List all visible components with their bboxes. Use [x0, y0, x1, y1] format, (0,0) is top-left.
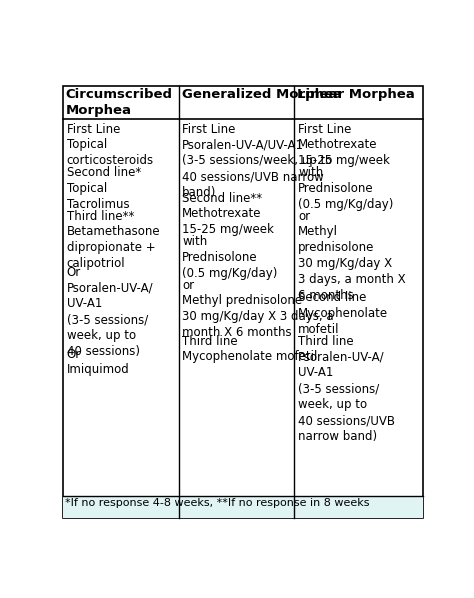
- Text: Second line: Second line: [298, 291, 366, 304]
- Text: *If no response 4-8 weeks, **If no response in 8 weeks: *If no response 4-8 weeks, **If no respo…: [65, 498, 369, 508]
- Text: Imiquimod: Imiquimod: [66, 363, 129, 376]
- Text: Psoralen-UV-A/
UV-A1
(3-5 sessions/
week, up to
40 sessions): Psoralen-UV-A/ UV-A1 (3-5 sessions/ week…: [66, 282, 153, 358]
- Text: Second line*: Second line*: [66, 166, 141, 179]
- Text: Or: Or: [66, 347, 81, 361]
- Text: Linear Morphea: Linear Morphea: [297, 89, 415, 101]
- Text: First Line: First Line: [182, 123, 236, 136]
- Text: Circumscribed
Morphea: Circumscribed Morphea: [66, 89, 173, 117]
- Text: Psoralen-UV-A/
UV-A1
(3-5 sessions/
week, up to
40 sessions/UVB
narrow band): Psoralen-UV-A/ UV-A1 (3-5 sessions/ week…: [298, 350, 395, 443]
- Text: First Line: First Line: [66, 123, 120, 136]
- Text: Mycophenolate mofetil: Mycophenolate mofetil: [182, 350, 318, 364]
- Bar: [63, 496, 423, 518]
- Text: Second line**: Second line**: [182, 192, 263, 205]
- Text: Third line**: Third line**: [66, 210, 134, 223]
- Text: Methotrexate
15-25 mg/week: Methotrexate 15-25 mg/week: [182, 207, 274, 236]
- Text: Third line: Third line: [182, 335, 238, 348]
- Text: Methyl
prednisolone
30 mg/Kg/day X
3 days, a month X
6 months: Methyl prednisolone 30 mg/Kg/day X 3 day…: [298, 225, 406, 303]
- Text: Third line: Third line: [298, 335, 354, 348]
- Text: Psoralen-UV-A/UV-A1
(3-5 sessions/week, up to
40 sessions/UVB narrow
band): Psoralen-UV-A/UV-A1 (3-5 sessions/week, …: [182, 138, 333, 199]
- Text: with: with: [182, 235, 208, 248]
- Text: Betamethasone
dipropionate +
calipotriol: Betamethasone dipropionate + calipotriol: [66, 225, 160, 270]
- Text: with: with: [298, 166, 323, 179]
- Text: Methyl prednisolone
30 mg/Kg/day X 3 days, a
month X 6 months: Methyl prednisolone 30 mg/Kg/day X 3 day…: [182, 294, 334, 339]
- Text: First Line: First Line: [298, 123, 351, 136]
- Text: Prednisolone
(0.5 mg/Kg/day): Prednisolone (0.5 mg/Kg/day): [298, 182, 393, 211]
- Text: Generalized Morphea: Generalized Morphea: [182, 89, 342, 101]
- Text: Prednisolone
(0.5 mg/Kg/day): Prednisolone (0.5 mg/Kg/day): [182, 251, 278, 280]
- Text: Mycophenolate
mofetil: Mycophenolate mofetil: [298, 307, 388, 336]
- Text: Methotrexate
15-25 mg/week: Methotrexate 15-25 mg/week: [298, 138, 390, 167]
- Text: or: or: [298, 210, 310, 223]
- Text: Topical
corticosteroids: Topical corticosteroids: [66, 138, 154, 167]
- Text: or: or: [182, 279, 194, 292]
- Text: Or: Or: [66, 266, 81, 279]
- Text: Topical
Tacrolimus: Topical Tacrolimus: [66, 182, 129, 211]
